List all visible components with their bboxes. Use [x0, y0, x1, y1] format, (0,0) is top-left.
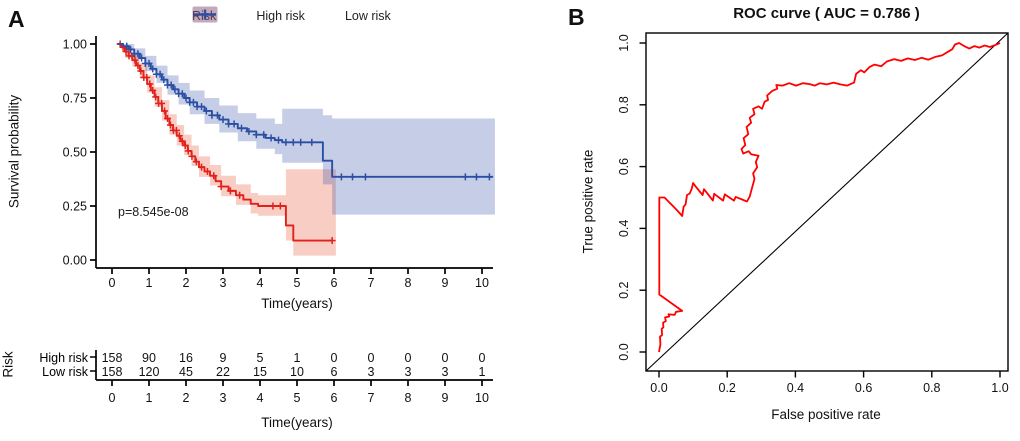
risk-count: 158 [102, 365, 123, 379]
risk-count: 0 [331, 351, 338, 365]
legend-label-low-risk: Low risk [344, 9, 391, 23]
risk-table-tick-label: 10 [475, 391, 489, 405]
km-x-tick-label: 6 [331, 276, 338, 290]
roc-plot-box [645, 32, 1009, 372]
risk-count: 0 [405, 351, 412, 365]
roc-y-tick-label: 1.0 [617, 34, 631, 51]
risk-count: 3 [368, 365, 375, 379]
risk-table-row-label-low: Low risk [42, 365, 88, 379]
km-y-tick-label: 1.00 [63, 37, 87, 51]
risk-table-tick-label: 7 [368, 391, 375, 405]
risk-count: 22 [216, 365, 230, 379]
risk-count: 0 [368, 351, 375, 365]
roc-curve [658, 42, 1001, 353]
km-x-tick-label: 1 [146, 276, 153, 290]
km-x-tick-label: 5 [294, 276, 301, 290]
risk-table-tick-label: 3 [220, 391, 227, 405]
roc-x-tick-label: 0.4 [787, 381, 804, 395]
risk-count: 10 [290, 365, 304, 379]
risk-table-row-label-high: High risk [39, 351, 88, 365]
panel-a-label: A [8, 6, 25, 32]
km-curve-high-risk [117, 43, 333, 242]
risk-table-tick-label: 5 [294, 391, 301, 405]
roc-y-axis-title: True positive rate [580, 149, 596, 254]
risk-table-title: Risk [0, 351, 16, 378]
legend-key-high-risk-icon [192, 6, 249, 25]
roc-y-tick-label: 0.8 [617, 96, 631, 113]
risk-table-tick-label: 8 [405, 391, 412, 405]
km-p-value: p=8.545e-08 [118, 205, 189, 219]
risk-count: 9 [220, 351, 227, 365]
legend-label-high-risk: High risk [256, 9, 305, 23]
km-legend: Risk High risk Low risk [192, 6, 391, 26]
legend-key-low-risk-icon [192, 6, 338, 25]
roc-y-tick-label: 0.2 [617, 281, 631, 298]
km-y-tick-label: 0.75 [63, 91, 87, 105]
km-plot-canvas: 1.000.750.500.250.000 1 2 3 4 5 6 7 8 9 100 1 2 3 4 5 6 7… [63, 36, 495, 405]
risk-table-tick-label: 6 [331, 391, 338, 405]
risk-count: 0 [479, 351, 486, 365]
km-x-tick-label: 8 [405, 276, 412, 290]
risk-count: 16 [179, 351, 193, 365]
km-ci-band-low-risk [117, 44, 495, 215]
roc-y-tick-label: 0.4 [617, 220, 631, 237]
km-y-tick-label: 0.00 [63, 253, 87, 267]
risk-table-tick-label: 4 [257, 391, 264, 405]
risk-count: 45 [179, 365, 193, 379]
risk-count: 5 [257, 351, 264, 365]
risk-count: 1 [479, 365, 486, 379]
risk-count: 120 [139, 365, 160, 379]
roc-y-tick-label: 0.0 [617, 343, 631, 360]
km-x-tick-label: 0 [109, 276, 116, 290]
km-x-axis-title: Time(years) [261, 296, 333, 311]
km-x-tick-label: 2 [183, 276, 190, 290]
roc-y-tick-label: 0.6 [617, 158, 631, 175]
risk-count: 15 [253, 365, 267, 379]
risk-table-tick-label: 1 [146, 391, 153, 405]
risk-count: 3 [405, 365, 412, 379]
roc-x-tick-label: 1.0 [991, 381, 1008, 395]
roc-x-tick-label: 0.6 [855, 381, 872, 395]
risk-count: 1 [294, 351, 301, 365]
roc-x-tick-label: 0.2 [719, 381, 736, 395]
roc-x-axis-title: False positive rate [771, 407, 881, 422]
roc-title: ROC curve ( AUC = 0.786 ) [733, 5, 920, 22]
roc-plot-canvas: 0.0 0.2 0.4 0.6 0.8 1.0 0.0 0.2 0.4 0.6 0.8 1.0 [617, 32, 1009, 395]
km-x-tick-label: 9 [442, 276, 449, 290]
risk-table-tick-label: 0 [109, 391, 116, 405]
risk-table-tick-label: 9 [442, 391, 449, 405]
risk-count: 90 [142, 351, 156, 365]
panel-b-label: B [568, 4, 585, 30]
risk-table-tick-label: 2 [183, 391, 190, 405]
risk-count: 6 [331, 365, 338, 379]
risk-count: 3 [442, 365, 449, 379]
km-y-tick-label: 0.50 [63, 145, 87, 159]
km-x-tick-label: 10 [475, 276, 489, 290]
km-y-axis-title: Survival probability [6, 94, 22, 209]
km-x-tick-label: 4 [257, 276, 264, 290]
risk-table-x-axis-title: Time(years) [261, 415, 333, 430]
km-y-tick-label: 0.25 [63, 199, 87, 213]
km-ci-band-high-risk [117, 44, 336, 256]
risk-count: 0 [442, 351, 449, 365]
roc-x-tick-label: 0.8 [923, 381, 940, 395]
km-x-tick-label: 7 [368, 276, 375, 290]
roc-diagonal-reference-line [645, 32, 1009, 372]
roc-x-tick-label: 0.0 [650, 381, 667, 395]
km-x-tick-label: 3 [220, 276, 227, 290]
risk-count: 158 [102, 351, 123, 365]
